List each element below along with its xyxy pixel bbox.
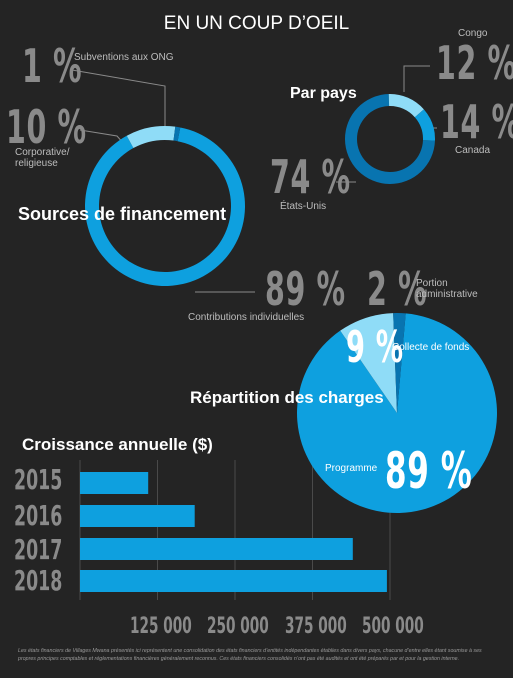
etats-unis-label: États-Unis bbox=[280, 201, 327, 212]
subventions-label: Subventions aux ONG bbox=[74, 52, 174, 63]
country-slice-congo bbox=[414, 109, 435, 141]
expenses-title: Répartition des charges bbox=[190, 388, 384, 407]
canada-percent: 14 % bbox=[440, 95, 513, 149]
footnote: Les états financiers de Villages Mwana p… bbox=[18, 648, 482, 662]
page-title: EN UN COUP D’OEIL bbox=[163, 13, 350, 34]
congo-percent: 12 % bbox=[436, 36, 513, 90]
expenses-slice-portion-administrative bbox=[393, 312, 406, 413]
subventions-percent: 1 % bbox=[22, 39, 83, 93]
corporative-label: Corporative/ religieuse bbox=[15, 147, 70, 169]
funding-donut bbox=[85, 126, 246, 287]
expenses-slice-collecte-de-fonds bbox=[340, 313, 397, 413]
leader-line-subventions bbox=[71, 69, 166, 127]
xtick-125000: 125 000 bbox=[129, 614, 192, 639]
etats-unis-percent: 74 % bbox=[270, 150, 351, 204]
corporative-percent: 10 % bbox=[6, 100, 87, 154]
country-slice-canada bbox=[388, 94, 424, 118]
growth-title: Croissance annuelle ($) bbox=[22, 435, 213, 454]
programme-percent: 89 % bbox=[385, 442, 473, 500]
expenses-pie bbox=[297, 312, 498, 513]
xtick-375000: 375 000 bbox=[284, 614, 347, 639]
collecte-percent: 9 % bbox=[346, 322, 404, 373]
year-label-2015: 2015 bbox=[14, 463, 63, 496]
year-label-2017: 2017 bbox=[14, 533, 63, 566]
leader-lines bbox=[71, 65, 437, 293]
canada-label: Canada bbox=[455, 145, 491, 156]
admin-label: Portion administrative bbox=[416, 278, 478, 300]
bar-2018 bbox=[80, 570, 387, 592]
bar-2015 bbox=[80, 472, 149, 494]
growth-bars bbox=[80, 472, 387, 592]
expenses-slice-programme bbox=[297, 313, 498, 513]
collecte-label: Collecte de fonds bbox=[392, 342, 470, 353]
bar-2017 bbox=[80, 538, 353, 560]
xtick-250000: 250 000 bbox=[207, 614, 269, 639]
bar-2016 bbox=[80, 505, 195, 527]
country-title: Par pays bbox=[290, 85, 357, 102]
xtick-500000: 500 000 bbox=[362, 614, 424, 639]
programme-label: Programme bbox=[325, 463, 378, 474]
funding-slice-subventions-aux-ong bbox=[173, 126, 181, 142]
funding-slice-corporative-religieuse bbox=[126, 126, 176, 149]
funding-title: Sources de financement bbox=[18, 204, 227, 224]
admin-percent: 2 % bbox=[367, 262, 428, 316]
congo-label: Congo bbox=[458, 28, 488, 39]
leader-line-congo bbox=[403, 65, 430, 92]
year-label-2016: 2016 bbox=[14, 499, 63, 532]
country-donut bbox=[344, 94, 435, 185]
contributions-percent: 89 % bbox=[265, 262, 346, 316]
year-label-2018: 2018 bbox=[14, 564, 63, 597]
contributions-label: Contributions individuelles bbox=[188, 312, 305, 323]
